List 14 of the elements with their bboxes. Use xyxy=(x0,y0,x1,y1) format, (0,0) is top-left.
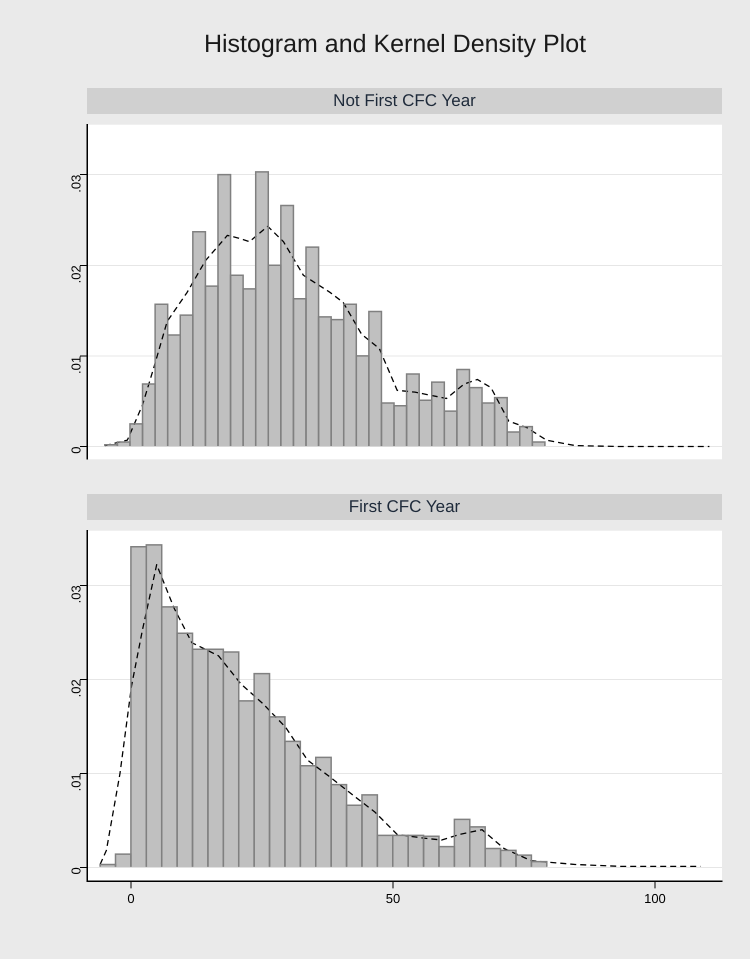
x-tick-label: 0 xyxy=(127,890,135,906)
x-tick-label: 100 xyxy=(644,890,666,906)
y-tick-label: .03 xyxy=(68,585,84,604)
y-tick-label: 0 xyxy=(68,867,84,875)
y-tick-label: .01 xyxy=(68,773,84,792)
y-tick-label: .02 xyxy=(68,679,84,698)
y-tick-label: .01 xyxy=(68,356,84,374)
chart-title: Histogram and Kernel Density Plot xyxy=(202,29,588,60)
x-tick-label: 50 xyxy=(386,890,400,906)
y-tick-label: 0 xyxy=(68,446,84,454)
y-tick-label: .03 xyxy=(68,174,84,193)
y-tick-label: .02 xyxy=(68,265,84,284)
chart-subtitle: First CFC Year xyxy=(87,494,722,520)
chart-subtitle: Not First CFC Year xyxy=(87,88,722,114)
